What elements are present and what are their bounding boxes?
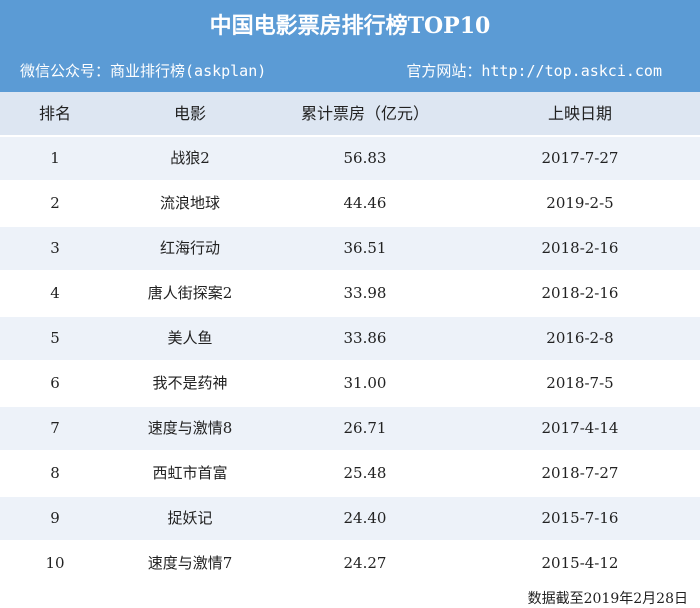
table-cell: 3 — [50, 239, 60, 257]
header-row: 排名 电影 累计票房（亿元） 上映日期 — [0, 92, 700, 137]
table-cell: 2015-4-12 — [541, 554, 619, 572]
table-row: 1 战狼2 56.83 2017-7-27 — [0, 137, 700, 182]
footer-note: 数据截至2019年2月28日 — [527, 591, 688, 607]
table-cell: 2 — [50, 194, 60, 212]
table-row: 3 红海行动 36.51 2018-2-16 — [0, 227, 700, 272]
header: 中国电影票房排行榜TOP10 微信公众号：商业排行榜(askplan) 官方网站… — [0, 0, 700, 92]
table-cell: 31.00 — [343, 374, 387, 392]
subtitle-left: 微信公众号：商业排行榜(askplan) — [20, 62, 267, 80]
column-header: 电影 — [173, 104, 206, 123]
table-cell: 捉妖记 — [167, 509, 213, 527]
table-cell: 2017-7-27 — [541, 149, 619, 167]
table-cell: 2015-7-16 — [541, 509, 619, 527]
table-row: 8 西虹市首富 25.48 2018-7-27 — [0, 452, 700, 497]
column-header: 累计票房（亿元） — [300, 104, 429, 123]
table-cell: 6 — [50, 374, 60, 392]
table-cell: 33.86 — [343, 329, 387, 347]
table-cell: 8 — [50, 464, 60, 482]
table-cell: 流浪地球 — [159, 194, 220, 212]
table-cell: 2017-4-14 — [541, 419, 619, 437]
table-cell: 西虹市首富 — [152, 464, 228, 482]
table-cell: 速度与激情7 — [147, 554, 233, 572]
table-cell: 36.51 — [343, 239, 387, 257]
table-cell: 25.48 — [343, 464, 387, 482]
table-cell: 1 — [50, 149, 60, 167]
table-cell: 7 — [50, 419, 60, 437]
table-cell: 44.46 — [343, 194, 387, 212]
table-cell: 5 — [50, 329, 60, 347]
table-cell: 24.27 — [343, 554, 387, 572]
table-cell: 2016-2-8 — [546, 329, 614, 347]
table-cell: 2019-2-5 — [546, 194, 614, 212]
table-row: 5 美人鱼 33.86 2016-2-8 — [0, 317, 700, 362]
table-cell: 24.40 — [343, 509, 387, 527]
table-cell: 2018-2-16 — [541, 284, 619, 302]
subtitle-right: 官方网站：http://top.askci.com — [406, 62, 662, 80]
table-cell: 2018-2-16 — [541, 239, 619, 257]
table-row: 10 速度与激情7 24.27 2015-4-12 — [0, 542, 700, 587]
table-cell: 10 — [45, 554, 65, 572]
table-row: 6 我不是药神 31.00 2018-7-5 — [0, 362, 700, 407]
table-cell: 速度与激情8 — [147, 419, 233, 437]
table-cell: 美人鱼 — [167, 329, 213, 347]
table-cell: 唐人街探案2 — [147, 284, 233, 302]
table-cell: 26.71 — [343, 419, 387, 437]
title: 中国电影票房排行榜TOP10 — [209, 13, 491, 39]
table-row: 9 捉妖记 24.40 2015-7-16 — [0, 497, 700, 542]
table-cell: 56.83 — [343, 149, 387, 167]
column-header: 排名 — [38, 104, 71, 123]
table-row: 4 唐人街探案2 33.98 2018-2-16 — [0, 272, 700, 317]
table-cell: 2018-7-5 — [546, 374, 614, 392]
table-cell: 我不是药神 — [152, 374, 228, 392]
table-cell: 9 — [50, 509, 60, 527]
table-cell: 红海行动 — [159, 239, 220, 257]
table-cell: 4 — [50, 284, 60, 302]
table-row: 7 速度与激情8 26.71 2017-4-14 — [0, 407, 700, 452]
column-header: 上映日期 — [547, 104, 612, 123]
table-cell: 2018-7-27 — [541, 464, 619, 482]
table-cell: 33.98 — [343, 284, 387, 302]
table-row: 2 流浪地球 44.46 2019-2-5 — [0, 182, 700, 227]
table-cell: 战狼2 — [170, 149, 210, 167]
